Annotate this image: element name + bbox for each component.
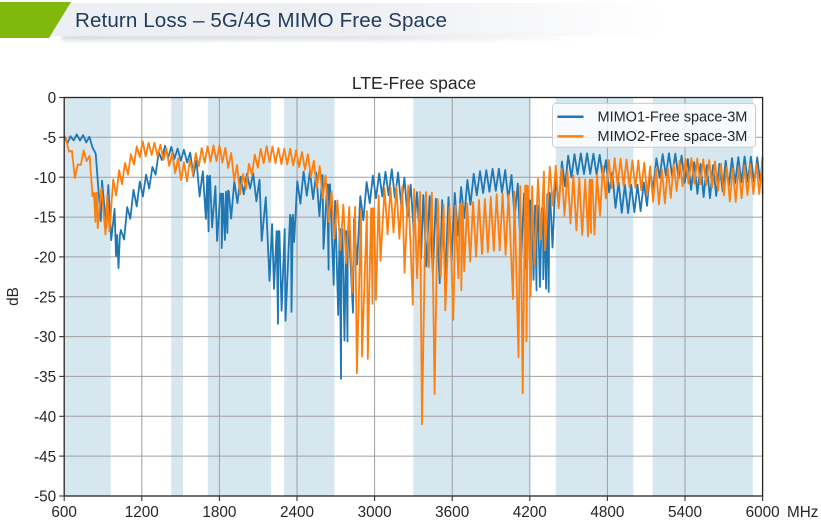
svg-text:1200: 1200: [125, 504, 159, 521]
svg-text:-10: -10: [34, 170, 56, 187]
svg-text:3000: 3000: [358, 504, 392, 521]
svg-text:1800: 1800: [202, 504, 236, 521]
svg-text:-20: -20: [34, 250, 56, 267]
svg-text:0: 0: [48, 90, 57, 107]
svg-text:-5: -5: [43, 130, 57, 147]
svg-text:-45: -45: [34, 449, 56, 466]
svg-text:-30: -30: [34, 329, 56, 346]
svg-text:-40: -40: [34, 409, 56, 426]
svg-text:2400: 2400: [280, 504, 314, 521]
svg-text:4200: 4200: [513, 504, 547, 521]
svg-text:-25: -25: [34, 289, 56, 306]
svg-text:dB: dB: [5, 287, 22, 306]
svg-text:-15: -15: [34, 210, 56, 227]
svg-text:MHz: MHz: [787, 504, 818, 521]
svg-text:MIMO2-Free space-3M: MIMO2-Free space-3M: [598, 129, 748, 145]
svg-text:MIMO1-Free space-3M: MIMO1-Free space-3M: [598, 110, 748, 126]
svg-text:-35: -35: [34, 369, 56, 386]
svg-text:4800: 4800: [590, 504, 624, 521]
svg-text:5400: 5400: [668, 504, 702, 521]
svg-text:6000: 6000: [746, 504, 780, 521]
svg-text:600: 600: [51, 504, 77, 521]
svg-text:LTE-Free space: LTE-Free space: [352, 73, 476, 93]
svg-text:-50: -50: [34, 489, 56, 506]
svg-text:3600: 3600: [435, 504, 469, 521]
